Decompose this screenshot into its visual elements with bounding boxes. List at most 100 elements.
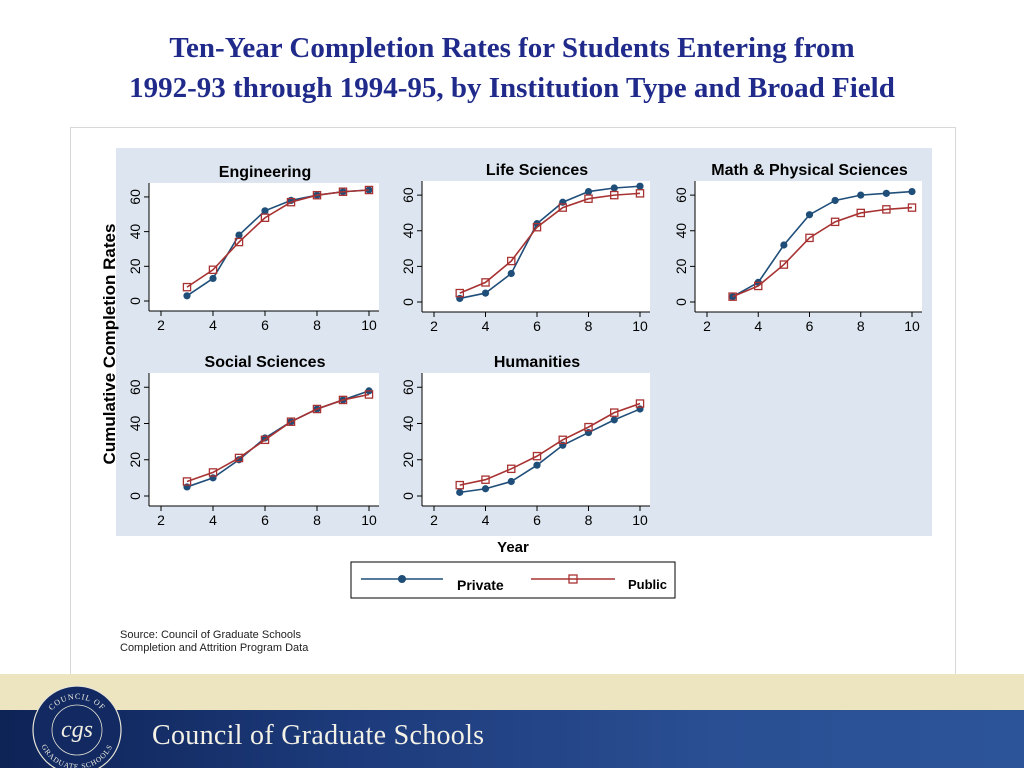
y-tick-label: 40: [400, 416, 416, 432]
point-public: [907, 203, 917, 212]
point-public: [208, 468, 218, 477]
panel-plot-area: [695, 181, 922, 312]
x-tick-label: 6: [533, 318, 541, 334]
x-tick-label: 8: [585, 512, 593, 528]
x-tick-label: 4: [209, 512, 217, 528]
point-public: [506, 464, 516, 474]
y-tick-label: 60: [673, 187, 689, 203]
series-line-public: [186, 393, 370, 483]
y-tick-label: 20: [127, 258, 143, 274]
x-tick-label: 4: [482, 318, 490, 334]
x-tick-label: 2: [703, 318, 711, 334]
point-public: [260, 435, 270, 445]
point-public: [338, 395, 348, 405]
y-tick-label: 20: [127, 452, 143, 468]
x-tick-label: 10: [632, 512, 648, 528]
series-line-public: [459, 402, 641, 486]
x-tick-label: 6: [261, 317, 269, 333]
point-public: [260, 213, 270, 223]
point-private: [533, 461, 541, 469]
x-tick-label: 4: [209, 317, 217, 333]
point-private: [610, 184, 618, 192]
series-line-public: [186, 189, 370, 288]
x-tick-label: 6: [261, 512, 269, 528]
series-line-private: [459, 408, 641, 494]
x-tick-label: 8: [857, 318, 865, 334]
point-private: [636, 405, 644, 413]
y-tick-label: 40: [127, 416, 143, 432]
point-public: [182, 477, 192, 486]
y-tick-label: 20: [400, 452, 416, 468]
y-tick-label: 60: [127, 189, 143, 205]
y-tick-label: 40: [673, 223, 689, 239]
panel-title-strip: [670, 160, 922, 180]
slide-title-line-1: Ten-Year Completion Rates for Students E…: [169, 32, 855, 64]
slide-title: Ten-Year Completion Rates for Students E…: [0, 28, 1024, 108]
x-axis-title: Year: [497, 539, 529, 556]
panel-math-and-physical-sciences: Math & Physical Sciences 0 20 40 60 2 4 6 8 10: [670, 160, 922, 334]
point-public: [830, 217, 840, 227]
panel-title: Life Sciences: [486, 162, 588, 179]
panel-title-strip: [397, 352, 650, 372]
x-tick-label: 8: [313, 512, 321, 528]
panel-title-strip: [397, 160, 650, 180]
point-private: [235, 231, 243, 239]
point-public: [455, 288, 464, 298]
panel-plot-area: [422, 181, 650, 312]
point-private: [636, 182, 644, 190]
source-line-1: Source: Council of Graduate Schools: [120, 629, 301, 641]
point-public: [610, 408, 619, 417]
y-tick-label: 60: [400, 379, 416, 395]
legend-marker-private: [398, 575, 406, 583]
point-private: [805, 211, 814, 219]
point-public: [208, 265, 218, 275]
y-tick-label: 0: [127, 297, 143, 305]
y-tick-label: 0: [400, 298, 416, 306]
footer-band: [0, 674, 1024, 710]
point-private: [183, 292, 191, 300]
series-line-private: [459, 185, 641, 300]
legend-label-public: Public: [628, 577, 667, 592]
legend-label-private: Private: [457, 577, 504, 593]
panel-plot-area: [422, 373, 650, 506]
point-private: [584, 187, 593, 196]
point-private: [584, 428, 593, 437]
series-line-public: [732, 206, 913, 298]
point-public: [234, 237, 244, 247]
legend-marker-public: [568, 574, 578, 584]
point-public: [312, 404, 322, 414]
y-tick-label: 0: [400, 492, 416, 500]
point-public: [506, 256, 516, 266]
panel-life-sciences: Life Sciences 0 20 40 60 2 4 6 8 10: [397, 160, 650, 334]
x-tick-label: 2: [430, 318, 438, 334]
x-tick-label: 10: [632, 318, 648, 334]
point-private: [456, 294, 464, 303]
point-private: [209, 474, 217, 482]
point-public: [856, 208, 866, 218]
point-public: [364, 390, 374, 399]
panel-social-sciences: Social Sciences 0 20 40 60 2 4 6 8 10: [124, 352, 379, 528]
legend: Private Public: [350, 561, 676, 599]
point-private: [559, 198, 567, 206]
y-tick-label: 0: [673, 298, 689, 306]
point-public: [532, 451, 542, 461]
point-public: [584, 194, 593, 203]
point-public: [882, 205, 891, 214]
footer: COUNCIL OF GRADUATE SCHOOLS cgs Council …: [0, 674, 1024, 768]
x-tick-label: 10: [361, 512, 377, 528]
y-tick-label: 40: [400, 223, 416, 239]
y-tick-label: 40: [127, 224, 143, 240]
x-tick-label: 8: [313, 317, 321, 333]
point-private: [481, 485, 490, 493]
figure-frame: Cumulative Completion Rates Year Engineeri…: [70, 127, 956, 676]
point-public: [558, 203, 567, 212]
point-public: [481, 278, 490, 287]
point-public: [728, 292, 737, 301]
panel-title: Math & Physical Sciences: [711, 162, 908, 179]
x-tick-label: 2: [157, 317, 165, 333]
point-public: [635, 189, 645, 198]
panel-title: Engineering: [219, 164, 311, 181]
x-tick-label: 4: [482, 512, 490, 528]
y-tick-label: 60: [400, 187, 416, 203]
point-public: [234, 453, 244, 463]
